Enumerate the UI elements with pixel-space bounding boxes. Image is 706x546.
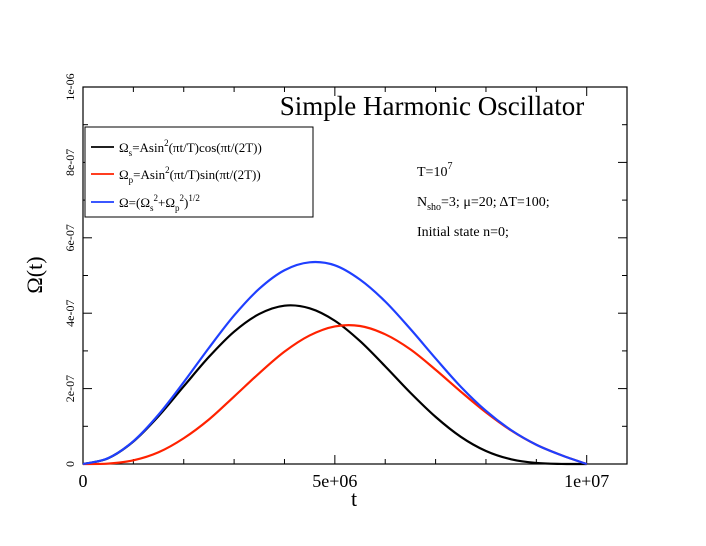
legend-box (84, 126, 314, 218)
y-tick-label: 8e-07 (63, 149, 77, 176)
annotation-parameters: Nsho=3; μ=20; ΔT=100; (417, 195, 550, 213)
series-line-omega (82, 260, 588, 466)
y-tick-label: 0 (63, 461, 77, 467)
legend-label-omega-s: Ωs=Asin2(πt/T)cos(πt/(2T)) (119, 138, 262, 158)
annotation-initial-state: Initial state n=0; (417, 225, 509, 240)
y-tick-label: 2e-07 (63, 375, 77, 402)
chart-title: Simple Harmonic Oscillator (280, 91, 584, 121)
series-line-omega-p (82, 324, 588, 466)
x-tick-label: 0 (79, 471, 88, 491)
y-tick-label: 6e-07 (63, 224, 77, 251)
x-tick-label: 5e+06 (312, 471, 357, 491)
series-line-omega-s (82, 304, 587, 466)
y-axis-label: Ω(t) (22, 256, 47, 293)
legend-label-omega: Ω=(Ωs2+Ωp2)1/2 (119, 193, 200, 213)
y-tick-label: 4e-07 (63, 300, 77, 327)
series-lines (82, 260, 588, 466)
axis-ticks: 0 5e+06 1e+07 0 2e-07 4e-07 6e-07 8e-07 1e-06 (63, 73, 627, 491)
legend: Ωs=Asin2(πt/T)cos(πt/(2T)) Ωp=Asin2(πt/T… (84, 126, 314, 218)
legend-label-omega-p: Ωp=Asin2(πt/T)sin(πt/(2T)) (119, 165, 261, 185)
y-tick-label: 1e-06 (63, 73, 77, 100)
annotation-period: T=107 (417, 161, 452, 180)
x-axis-label: t (351, 486, 357, 511)
x-tick-label: 1e+07 (564, 471, 609, 491)
